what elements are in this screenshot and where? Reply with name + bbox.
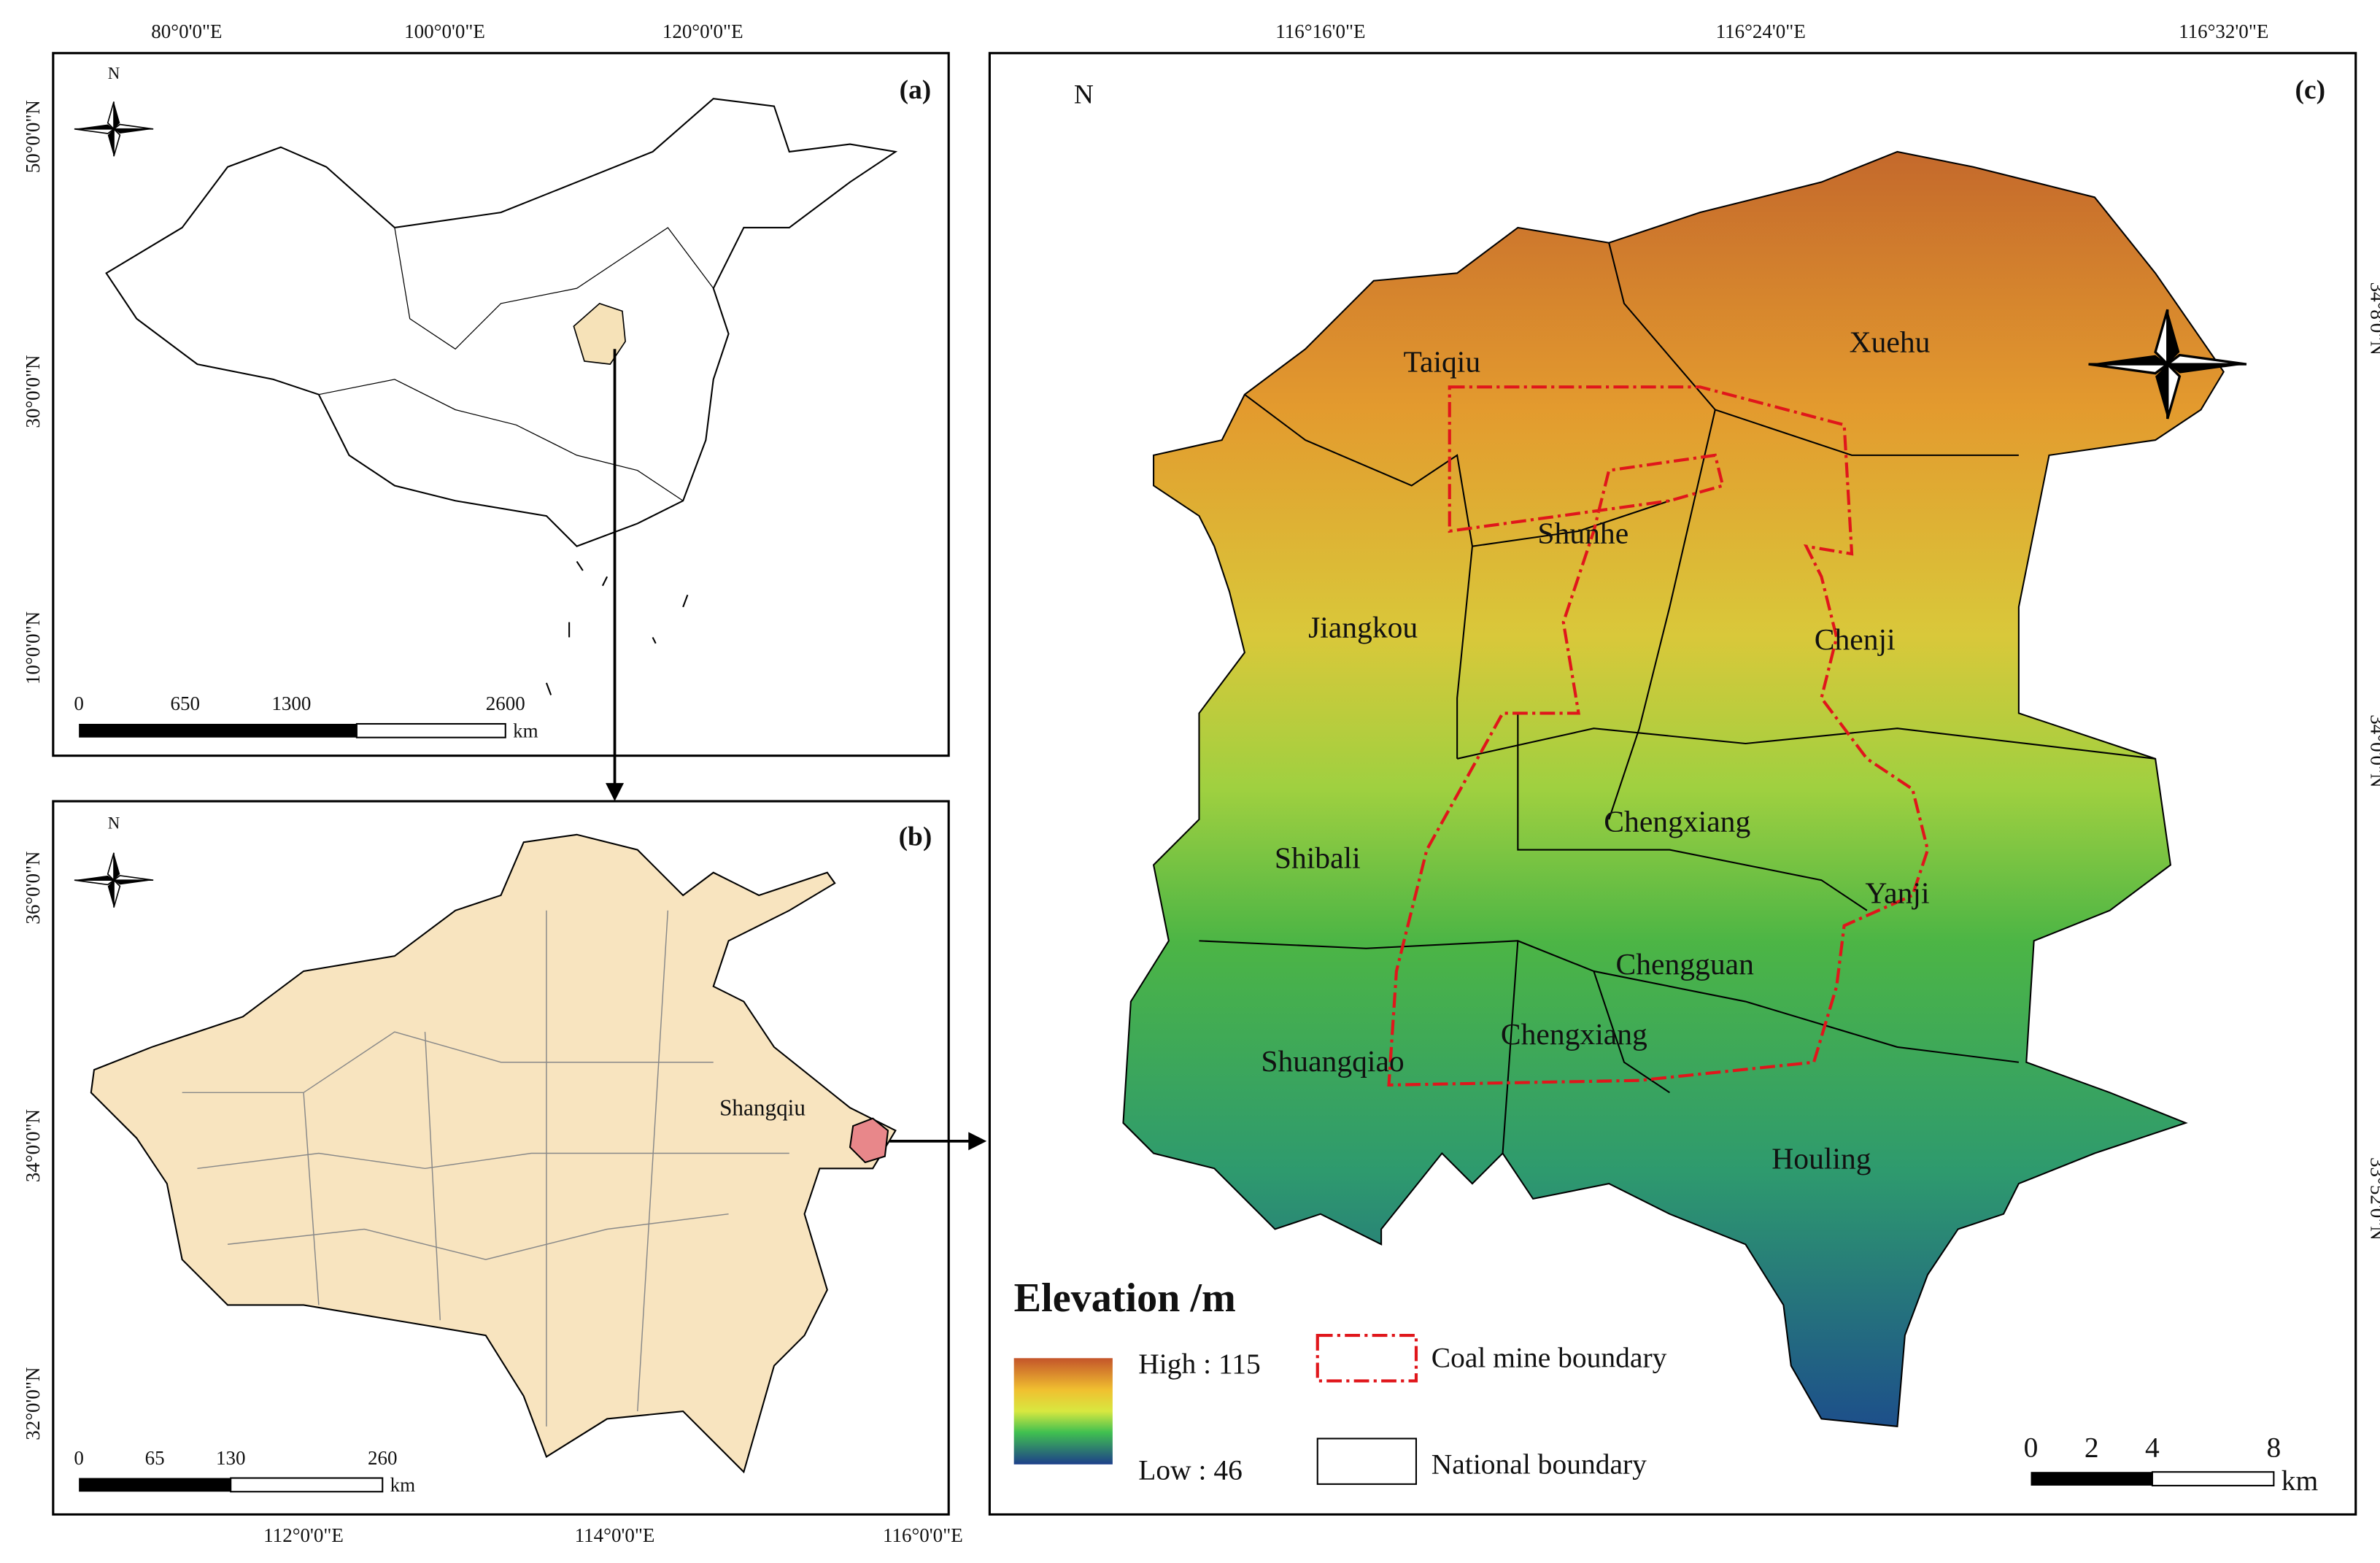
- lon-label: 116°0'0"E: [883, 1524, 963, 1546]
- panel-label: (a): [900, 75, 932, 105]
- henan-province: [90, 833, 897, 1474]
- henan-highlight: [573, 302, 626, 365]
- shangqiu-highlight: [849, 1117, 889, 1164]
- lon-label: 116°32'0"E: [2179, 20, 2268, 42]
- place-label: Xuehu: [1850, 325, 1931, 358]
- scale-unit: km: [513, 720, 538, 742]
- place-label: Jiangkou: [1308, 610, 1418, 644]
- scale-unit: km: [2282, 1464, 2319, 1497]
- lon-label: 112°0'0"E: [263, 1524, 344, 1546]
- china-outline: [105, 98, 898, 547]
- islands: [545, 560, 689, 695]
- arrow-head: [606, 783, 625, 802]
- scale-tick: 130: [216, 1447, 246, 1469]
- lat-label: 10°0'0"N: [22, 611, 44, 684]
- place-label: Chengxiang: [1501, 1017, 1647, 1051]
- scale-tick: 0: [74, 692, 84, 714]
- place-label: Shuangqiao: [1261, 1044, 1404, 1078]
- legend-national-swatch: [1316, 1437, 1418, 1485]
- place-label: Taiqiu: [1404, 345, 1481, 379]
- lon-label: 100°0'0"E: [404, 20, 485, 42]
- scale-tick: 4: [2145, 1431, 2160, 1463]
- city-boundaries: [182, 910, 789, 1427]
- legend-coal-swatch: [1315, 1333, 1418, 1383]
- place-label: Houling: [1772, 1141, 1871, 1175]
- scale-bar: [79, 1478, 231, 1492]
- lon-label: 80°0'0"E: [151, 20, 222, 42]
- scale-tick: 650: [171, 692, 201, 714]
- place-label: Shibali: [1275, 841, 1361, 875]
- scale-bar: [79, 723, 357, 738]
- panel-label: (b): [899, 822, 932, 852]
- scale-tick: 0: [74, 1447, 84, 1469]
- lat-label: 50°0'0"N: [22, 100, 44, 173]
- panel-label: (c): [2295, 75, 2326, 105]
- scale-tick: 260: [368, 1447, 398, 1469]
- place-label: Shunhe: [1537, 517, 1628, 550]
- place-label: Yanji: [1865, 876, 1929, 909]
- legend-national: National boundary: [1432, 1448, 1647, 1480]
- north-label: N: [108, 814, 120, 832]
- scale-bar: [355, 722, 506, 738]
- scale-tick: 0: [2024, 1431, 2039, 1463]
- national-boundary: [1199, 242, 2156, 1154]
- color-ramp: [1013, 1358, 1113, 1464]
- lat-label: 30°0'0"N: [22, 355, 44, 428]
- elevation-raster: [1122, 150, 2225, 1427]
- lon-label: 114°0'0"E: [575, 1524, 655, 1546]
- scale-unit: km: [390, 1474, 416, 1496]
- lon-label: 116°16'0"E: [1275, 20, 1365, 42]
- lat-label: 33°52'0"N: [2367, 1157, 2380, 1240]
- province-lines: [394, 227, 714, 350]
- legend-title: Elevation /m: [1014, 1276, 1236, 1321]
- scale-tick: 65: [145, 1447, 165, 1469]
- scale-bar: [2151, 1471, 2275, 1486]
- lat-label: 36°0'0"N: [22, 851, 44, 924]
- scale-bar: [2031, 1472, 2152, 1486]
- lat-label: 34°0'0"N: [2367, 714, 2380, 787]
- scale-tick: 1300: [271, 692, 311, 714]
- place-label: Chenji: [1815, 622, 1896, 656]
- place-label: Shangqiu: [719, 1095, 805, 1121]
- lon-label: 120°0'0"E: [662, 20, 743, 42]
- legend-high: High : 115: [1138, 1348, 1261, 1380]
- north-label: N: [108, 64, 120, 82]
- lat-label: 34°0'0"N: [22, 1109, 44, 1182]
- province-lines: [318, 379, 684, 501]
- scale-tick: 2600: [486, 692, 525, 714]
- lon-label: 116°24'0"E: [1716, 20, 1806, 42]
- legend-coal: Coal mine boundary: [1432, 1342, 1667, 1374]
- scale-bar: [230, 1477, 384, 1493]
- arrow-head: [968, 1132, 987, 1151]
- place-label: Chengxiang: [1604, 805, 1750, 838]
- north-label: N: [1074, 80, 1094, 109]
- place-label: Chengguan: [1615, 947, 1754, 981]
- lat-label: 34°8'0"N: [2367, 282, 2380, 355]
- legend-low: Low : 46: [1138, 1454, 1243, 1486]
- scale-tick: 8: [2266, 1431, 2281, 1463]
- lat-label: 32°0'0"N: [22, 1367, 44, 1440]
- scale-tick: 2: [2085, 1431, 2099, 1463]
